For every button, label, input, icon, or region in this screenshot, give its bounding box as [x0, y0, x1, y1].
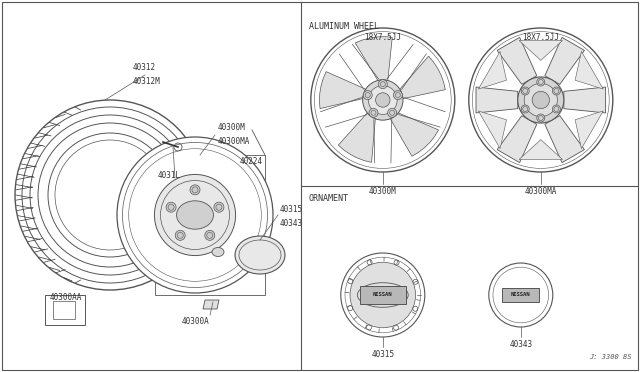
Polygon shape — [400, 56, 445, 99]
Text: 40300A: 40300A — [181, 317, 209, 327]
Circle shape — [350, 262, 415, 328]
Circle shape — [369, 108, 378, 117]
Circle shape — [521, 87, 529, 95]
Text: 40312M: 40312M — [133, 77, 161, 87]
Polygon shape — [519, 140, 563, 160]
Circle shape — [190, 185, 200, 195]
Ellipse shape — [48, 133, 172, 257]
Text: J: 3300 8S: J: 3300 8S — [589, 354, 632, 360]
Circle shape — [154, 174, 236, 256]
Bar — [155, 155, 265, 295]
Polygon shape — [497, 38, 537, 84]
Text: 40224: 40224 — [240, 157, 263, 167]
Circle shape — [524, 83, 557, 116]
Text: 40300MA: 40300MA — [525, 187, 557, 196]
Ellipse shape — [235, 236, 285, 274]
Polygon shape — [519, 41, 563, 60]
Polygon shape — [564, 87, 605, 113]
Circle shape — [205, 230, 215, 240]
Circle shape — [364, 91, 372, 100]
Circle shape — [552, 87, 561, 95]
Bar — [45, 295, 85, 325]
Circle shape — [175, 230, 185, 240]
Text: 18X7.5JJ: 18X7.5JJ — [364, 33, 401, 42]
Circle shape — [369, 86, 397, 115]
Polygon shape — [478, 51, 506, 89]
Circle shape — [394, 91, 403, 100]
Polygon shape — [476, 87, 518, 113]
Polygon shape — [545, 38, 584, 84]
Polygon shape — [575, 111, 604, 148]
Bar — [360, 286, 406, 304]
Text: 40300MA: 40300MA — [218, 138, 250, 147]
Circle shape — [378, 80, 387, 89]
Ellipse shape — [212, 247, 224, 257]
Text: 40312: 40312 — [133, 64, 156, 73]
Circle shape — [363, 80, 403, 120]
Text: 40343: 40343 — [509, 340, 532, 349]
Text: NISSAN: NISSAN — [373, 292, 392, 298]
Text: 40300AA: 40300AA — [50, 294, 83, 302]
Circle shape — [518, 77, 564, 123]
Circle shape — [388, 108, 397, 117]
Circle shape — [117, 137, 273, 293]
Text: NISSAN: NISSAN — [511, 292, 531, 298]
Polygon shape — [545, 116, 584, 163]
Text: 40300M: 40300M — [218, 124, 246, 132]
Text: 40300M: 40300M — [369, 187, 397, 196]
Bar — [53, 301, 75, 319]
Ellipse shape — [177, 201, 214, 229]
Polygon shape — [478, 111, 506, 148]
Polygon shape — [339, 113, 375, 162]
Polygon shape — [203, 300, 219, 309]
Text: 18X7.5JJ: 18X7.5JJ — [522, 33, 559, 42]
Polygon shape — [497, 116, 537, 163]
Polygon shape — [575, 51, 604, 89]
Circle shape — [537, 114, 545, 122]
Polygon shape — [355, 37, 392, 80]
Circle shape — [532, 92, 550, 109]
Bar — [502, 288, 539, 302]
Circle shape — [552, 105, 561, 113]
Text: 40315: 40315 — [280, 205, 303, 215]
Circle shape — [166, 202, 176, 212]
Text: 40315: 40315 — [371, 350, 394, 359]
Circle shape — [214, 202, 224, 212]
Text: 40343: 40343 — [280, 219, 303, 228]
Polygon shape — [390, 113, 438, 156]
Text: ALUMINUM WHEEL: ALUMINUM WHEEL — [308, 22, 379, 31]
Text: ORNAMENT: ORNAMENT — [308, 194, 349, 203]
Text: 4031L: 4031L — [158, 170, 181, 180]
Circle shape — [521, 105, 529, 113]
Circle shape — [376, 93, 390, 107]
Polygon shape — [319, 72, 366, 109]
Circle shape — [537, 78, 545, 86]
